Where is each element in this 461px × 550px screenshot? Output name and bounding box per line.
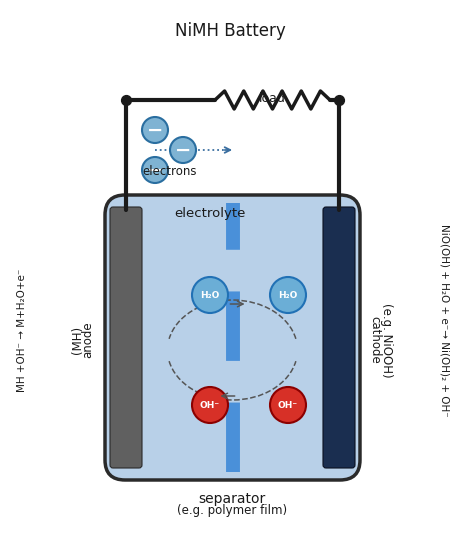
FancyBboxPatch shape [110,207,142,468]
Text: −: − [147,120,163,140]
Circle shape [142,157,168,183]
Text: H₂O: H₂O [278,290,298,300]
Text: OH⁻: OH⁻ [200,400,220,410]
Text: −: − [175,140,191,160]
Text: cathode: cathode [368,316,382,364]
Text: H₂O: H₂O [201,290,220,300]
Text: (MH): (MH) [71,326,83,354]
Text: (e.g. polymer film): (e.g. polymer film) [177,504,287,517]
Circle shape [142,117,168,143]
Circle shape [170,137,196,163]
Text: electrons: electrons [143,165,197,178]
FancyBboxPatch shape [105,195,360,480]
Point [122,96,130,104]
Text: electrolyte: electrolyte [174,207,246,220]
Text: load: load [259,92,285,105]
Text: NiMH Battery: NiMH Battery [175,22,285,40]
Text: separator: separator [198,492,266,506]
Text: MH +OH⁻ → M+H₂O+e⁻: MH +OH⁻ → M+H₂O+e⁻ [17,268,27,392]
FancyBboxPatch shape [323,207,355,468]
Text: OH⁻: OH⁻ [278,400,298,410]
Circle shape [270,387,306,423]
Point [335,96,343,104]
Text: −: − [147,161,163,179]
Text: NiO(OH) + H₂O + e⁻→ Ni(OH)₂ + OH⁻: NiO(OH) + H₂O + e⁻→ Ni(OH)₂ + OH⁻ [439,224,449,416]
Text: anode: anode [82,322,95,358]
Circle shape [270,277,306,313]
Text: (e.g. NiOOH): (e.g. NiOOH) [379,302,392,377]
Circle shape [192,387,228,423]
Circle shape [192,277,228,313]
